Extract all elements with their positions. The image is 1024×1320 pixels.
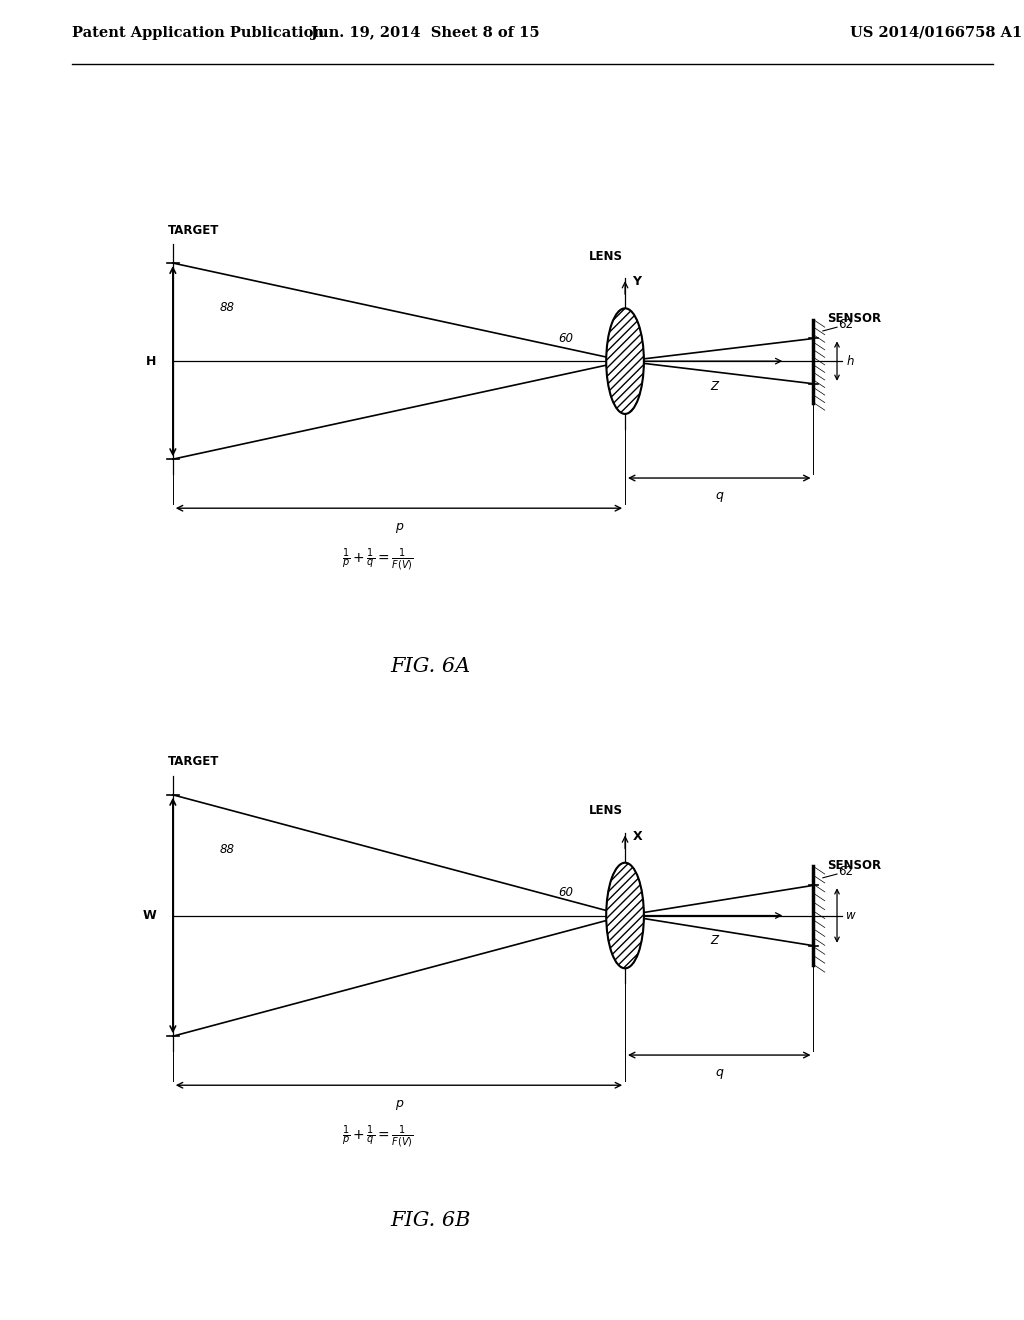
Text: 62: 62 bbox=[838, 318, 853, 331]
Text: X: X bbox=[633, 830, 642, 842]
Text: FIG. 6B: FIG. 6B bbox=[390, 1212, 470, 1230]
Text: TARGET: TARGET bbox=[168, 755, 219, 768]
Text: LENS: LENS bbox=[589, 804, 624, 817]
Text: SENSOR: SENSOR bbox=[827, 312, 882, 325]
Text: H: H bbox=[145, 355, 156, 367]
Text: TARGET: TARGET bbox=[168, 223, 219, 236]
Text: $\frac{1}{p}+\frac{1}{q}=\frac{1}{F(V)}$: $\frac{1}{p}+\frac{1}{q}=\frac{1}{F(V)}$ bbox=[342, 1123, 414, 1150]
Text: FIG. 6A: FIG. 6A bbox=[390, 657, 470, 676]
Ellipse shape bbox=[606, 863, 644, 969]
Text: w: w bbox=[847, 909, 856, 921]
Text: US 2014/0166758 A1: US 2014/0166758 A1 bbox=[850, 25, 1022, 40]
Text: Y: Y bbox=[633, 276, 642, 288]
Text: h: h bbox=[847, 355, 854, 367]
Text: 60: 60 bbox=[558, 333, 573, 345]
Text: Z: Z bbox=[710, 380, 718, 393]
Ellipse shape bbox=[606, 309, 644, 414]
Text: q: q bbox=[716, 490, 723, 503]
Text: Z: Z bbox=[710, 935, 718, 948]
Text: Jun. 19, 2014  Sheet 8 of 15: Jun. 19, 2014 Sheet 8 of 15 bbox=[310, 25, 540, 40]
Text: 88: 88 bbox=[220, 842, 234, 855]
Text: p: p bbox=[395, 520, 402, 532]
Text: W: W bbox=[142, 909, 156, 921]
Text: p: p bbox=[395, 1097, 402, 1110]
Text: $\frac{1}{p}+\frac{1}{q}=\frac{1}{F(V)}$: $\frac{1}{p}+\frac{1}{q}=\frac{1}{F(V)}$ bbox=[342, 546, 414, 573]
Text: SENSOR: SENSOR bbox=[827, 859, 882, 873]
Text: LENS: LENS bbox=[589, 249, 624, 263]
Text: 62: 62 bbox=[838, 866, 853, 878]
Text: q: q bbox=[716, 1067, 723, 1080]
Text: 60: 60 bbox=[558, 887, 573, 899]
Text: Patent Application Publication: Patent Application Publication bbox=[72, 25, 324, 40]
Text: 88: 88 bbox=[220, 301, 234, 314]
